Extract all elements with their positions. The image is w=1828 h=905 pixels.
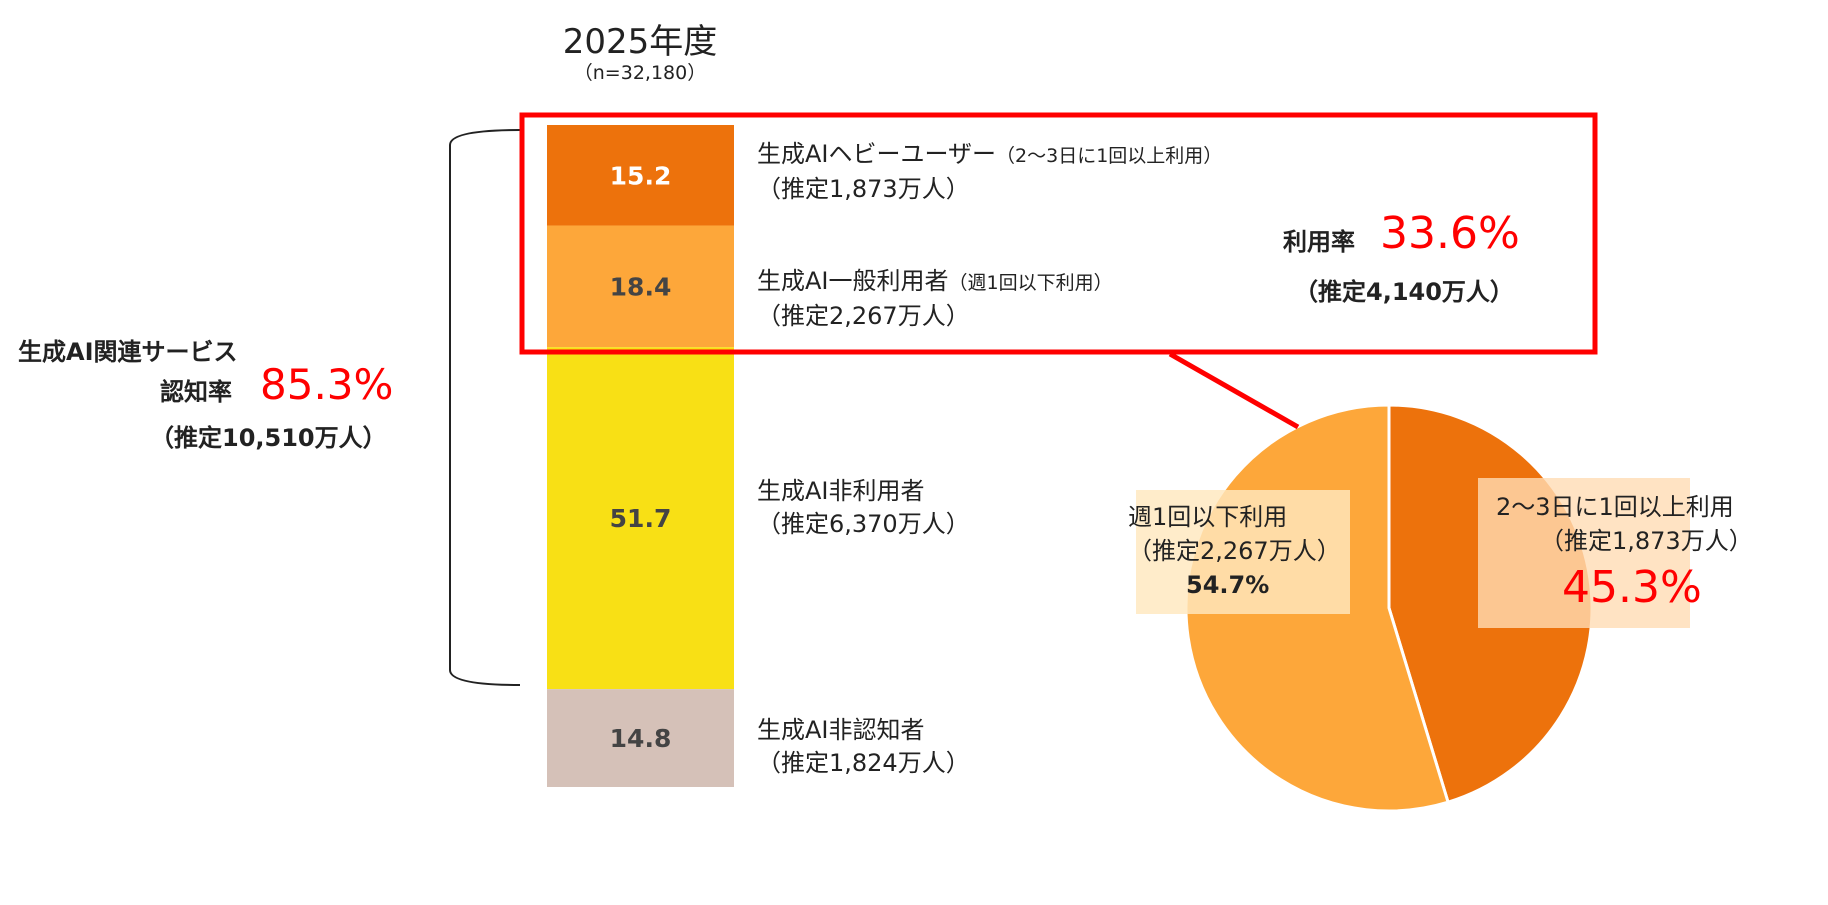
pie-label-weekly-name: 週1回以下利用 <box>1128 503 1288 531</box>
legend-unaware: 生成AI非認知者 （推定1,824万人） <box>757 714 970 780</box>
bar-heavy-user-value-label: 15.2 <box>610 161 672 190</box>
pie-label-heavy-estimate: （推定1,873万人） <box>1540 527 1753 555</box>
sample-size: （n=32,180） <box>573 62 707 84</box>
pie-label-weekly-value: 54.7% <box>1186 571 1270 599</box>
legend-heavy-user-note: （2～3日に1回以上利用） <box>996 145 1223 167</box>
bar-non-user-segment <box>547 347 734 690</box>
usage-rate-label: 利用率 <box>1283 228 1355 256</box>
legend-general-user-estimate: （推定2,267万人） <box>757 302 970 330</box>
usage-highlight-box <box>519 112 1598 355</box>
pie-label-bg-weekly <box>1136 490 1350 614</box>
callout-connector <box>1168 351 1300 430</box>
legend-general-user-note: （週1回以下利用） <box>948 272 1113 294</box>
legend-non-user-estimate: （推定6,370万人） <box>757 510 970 538</box>
awareness-bracket <box>449 129 521 686</box>
legend-non-user: 生成AI非利用者 （推定6,370万人） <box>757 475 970 541</box>
legend-unaware-name: 生成AI非認知者 <box>757 716 925 744</box>
awareness-rate-label: 認知率 <box>160 378 232 406</box>
legend-unaware-estimate: （推定1,824万人） <box>757 749 970 777</box>
pie-label-weekly: 週1回以下利用 （推定2,267万人） 54.7% <box>1128 500 1341 602</box>
usage-estimate: （推定4,140万人） <box>1294 278 1514 306</box>
awareness-label: 生成AI関連サービス <box>18 338 238 366</box>
bar-general-user-value-label: 18.4 <box>610 272 672 301</box>
chart-title: 2025年度 <box>562 22 718 62</box>
bar-general-user-segment <box>547 225 734 348</box>
pie-label-heavy-name: 2～3日に1回以上利用 <box>1496 493 1734 521</box>
bar-unaware-value-label: 14.8 <box>610 724 672 753</box>
bar-unaware-segment <box>547 689 734 787</box>
bar-heavy-user-segment <box>547 125 734 226</box>
pie-label-weekly-estimate: （推定2,267万人） <box>1128 537 1341 565</box>
legend-heavy-user-estimate: （推定1,873万人） <box>757 175 970 203</box>
usage-rate-value: 33.6% <box>1380 208 1520 259</box>
awareness-rate-value: 85.3% <box>260 360 394 409</box>
pie-label-heavy-value: 45.3% <box>1562 562 1702 613</box>
legend-heavy-user-name: 生成AIヘビーユーザー <box>757 140 997 168</box>
pie-label-heavy: 2～3日に1回以上利用 （推定1,873万人） <box>1496 490 1753 558</box>
legend-general-user: 生成AI一般利用者（週1回以下利用） （推定2,267万人） <box>757 265 1113 333</box>
stacked-bar: 15.2 18.4 51.7 14.8 <box>547 125 734 787</box>
bar-non-user-value-label: 51.7 <box>610 504 672 533</box>
awareness-estimate: （推定10,510万人） <box>150 424 387 452</box>
legend-heavy-user: 生成AIヘビーユーザー（2～3日に1回以上利用） （推定1,873万人） <box>757 138 1222 206</box>
legend-non-user-name: 生成AI非利用者 <box>757 477 925 505</box>
legend-general-user-name: 生成AI一般利用者 <box>757 267 949 295</box>
pie-label-bg-heavy <box>1478 478 1690 628</box>
